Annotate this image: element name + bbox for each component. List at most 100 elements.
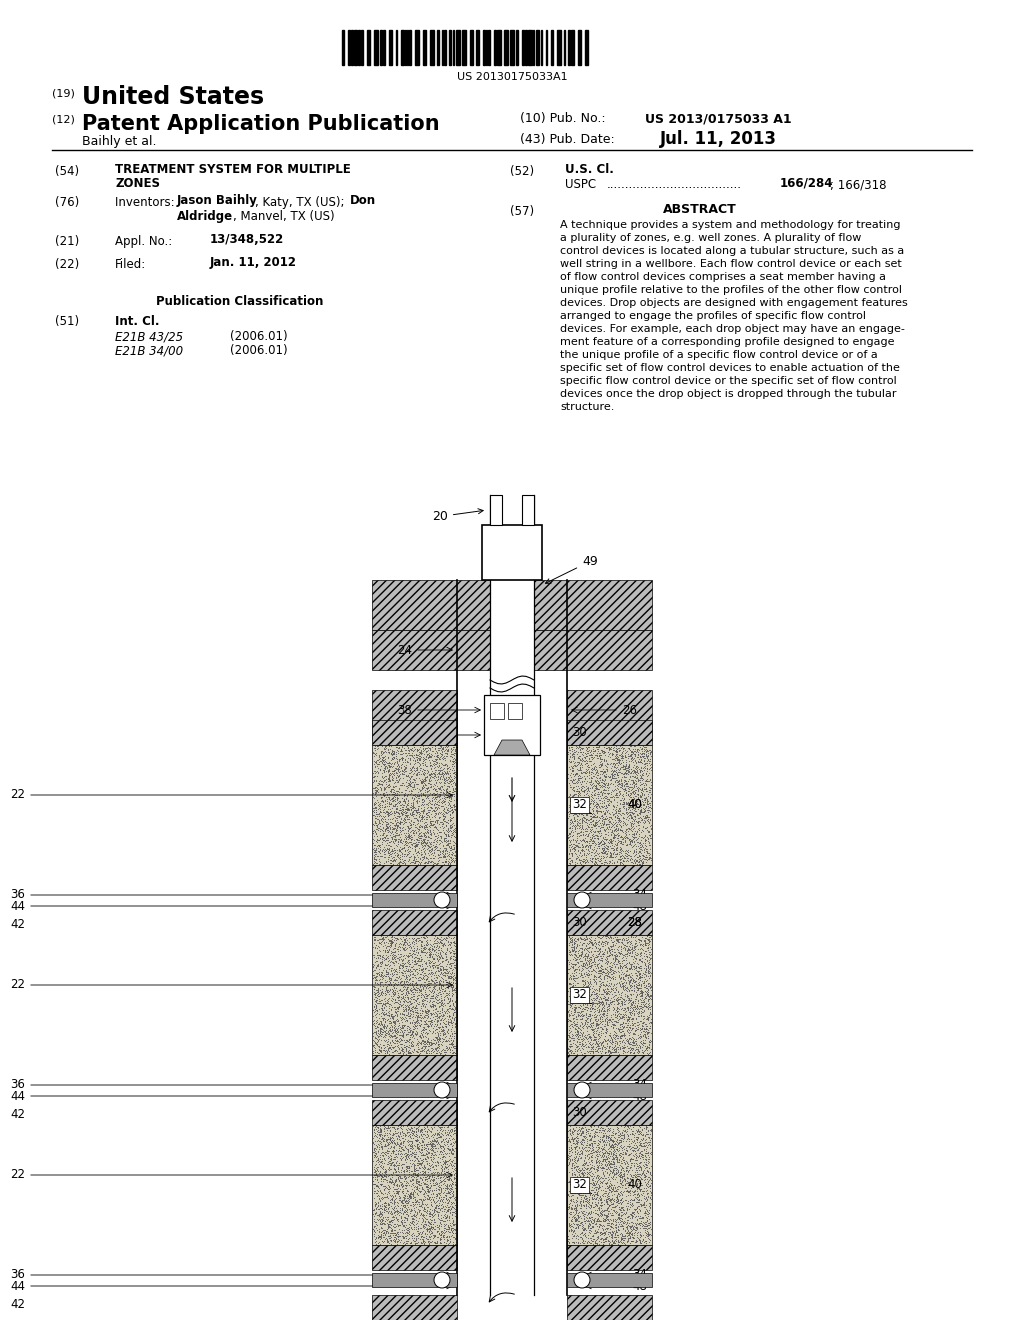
Point bbox=[430, 964, 446, 985]
Point bbox=[433, 1180, 450, 1201]
Point bbox=[368, 785, 384, 807]
Point bbox=[410, 799, 426, 820]
Point bbox=[394, 1030, 411, 1051]
Point bbox=[569, 1024, 586, 1045]
Point bbox=[412, 964, 428, 985]
Point bbox=[626, 775, 642, 796]
Point bbox=[603, 808, 620, 829]
Point bbox=[600, 1147, 616, 1168]
Point bbox=[577, 940, 593, 961]
Point bbox=[377, 1192, 393, 1213]
Point bbox=[566, 742, 583, 763]
Point bbox=[641, 1200, 657, 1221]
Point bbox=[433, 738, 450, 759]
Point bbox=[416, 805, 432, 826]
Point bbox=[588, 807, 604, 828]
Point bbox=[573, 1115, 590, 1137]
Point bbox=[618, 801, 635, 822]
Point bbox=[588, 1151, 604, 1172]
Point bbox=[632, 1011, 648, 1032]
Point bbox=[428, 1168, 444, 1189]
Point bbox=[406, 788, 422, 809]
Point bbox=[600, 775, 616, 796]
Point bbox=[602, 1189, 618, 1210]
Point bbox=[387, 1172, 403, 1193]
Point bbox=[377, 935, 393, 956]
Point bbox=[396, 755, 413, 776]
Point bbox=[369, 987, 385, 1008]
Point bbox=[561, 847, 578, 869]
Point bbox=[401, 1156, 418, 1177]
Point bbox=[580, 994, 596, 1015]
Point bbox=[637, 931, 653, 952]
Point bbox=[581, 1197, 597, 1218]
Point bbox=[589, 1229, 605, 1250]
Point bbox=[565, 746, 582, 767]
Point bbox=[623, 1204, 639, 1225]
Point bbox=[418, 770, 434, 791]
Point bbox=[569, 755, 586, 776]
Point bbox=[609, 741, 626, 762]
Point bbox=[433, 981, 450, 1002]
Point bbox=[583, 974, 599, 995]
Point bbox=[383, 931, 399, 952]
Point bbox=[643, 948, 659, 969]
Point bbox=[575, 780, 592, 801]
Point bbox=[640, 990, 656, 1011]
Point bbox=[435, 834, 452, 855]
Point bbox=[642, 816, 658, 837]
Point bbox=[426, 1147, 442, 1168]
Point bbox=[427, 941, 443, 962]
Point bbox=[408, 822, 424, 843]
Point bbox=[373, 1036, 389, 1057]
Point bbox=[567, 1147, 584, 1168]
Point bbox=[399, 1201, 416, 1222]
Point bbox=[560, 1199, 577, 1220]
Point bbox=[412, 1002, 428, 1023]
Point bbox=[606, 935, 623, 956]
Point bbox=[603, 767, 620, 788]
Point bbox=[436, 1214, 453, 1236]
Point bbox=[418, 1228, 434, 1249]
Point bbox=[585, 994, 601, 1015]
Point bbox=[441, 1163, 458, 1184]
Point bbox=[382, 1221, 398, 1242]
Point bbox=[632, 968, 648, 989]
Point bbox=[605, 1148, 622, 1170]
Point bbox=[607, 1187, 624, 1208]
Point bbox=[612, 1230, 629, 1251]
Point bbox=[413, 1007, 429, 1028]
Point bbox=[407, 997, 423, 1018]
Point bbox=[582, 972, 598, 993]
Point bbox=[588, 993, 604, 1014]
Point bbox=[616, 965, 633, 986]
Point bbox=[441, 764, 458, 785]
Point bbox=[593, 933, 609, 954]
Point bbox=[368, 1192, 384, 1213]
Point bbox=[402, 1183, 419, 1204]
Point bbox=[382, 937, 398, 958]
Point bbox=[616, 1168, 633, 1189]
Point bbox=[392, 1143, 409, 1164]
Point bbox=[581, 810, 597, 832]
Point bbox=[398, 1200, 415, 1221]
Point bbox=[595, 942, 611, 964]
Point bbox=[583, 956, 599, 977]
Point bbox=[565, 747, 582, 768]
Point bbox=[446, 979, 463, 1001]
Point bbox=[602, 1041, 618, 1063]
Point bbox=[643, 784, 659, 805]
Point bbox=[399, 1199, 416, 1220]
Point bbox=[595, 1142, 611, 1163]
Point bbox=[582, 1228, 598, 1249]
Point bbox=[447, 1130, 464, 1151]
Point bbox=[636, 995, 652, 1016]
Point bbox=[439, 1192, 456, 1213]
Point bbox=[643, 925, 659, 946]
Point bbox=[442, 928, 459, 949]
Point bbox=[629, 1137, 645, 1158]
Point bbox=[399, 792, 416, 813]
Point bbox=[419, 1220, 435, 1241]
Point bbox=[613, 752, 630, 774]
Point bbox=[592, 970, 608, 991]
